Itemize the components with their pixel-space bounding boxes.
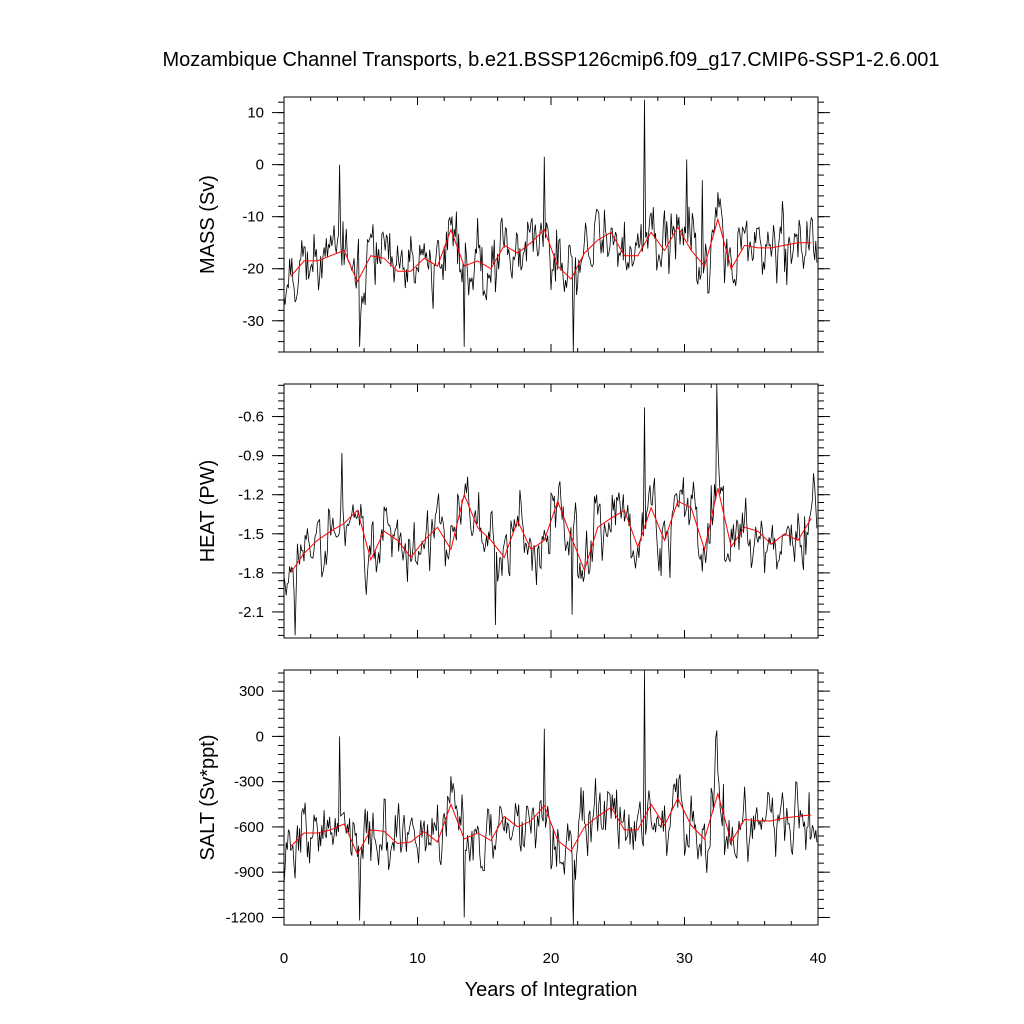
x-tick-label: 0 (280, 950, 288, 967)
panels: 10 0 -10 -20 -30 MASS (Sv) -0.6 -0.9 -1.2 -1.5 -1.… (197, 96, 830, 967)
y-axis-label: MASS (Sv) (197, 175, 219, 274)
y-tick-label: -1.2 (238, 487, 264, 504)
y-tick-label: -20 (242, 261, 264, 278)
series-monthly-line (284, 384, 818, 636)
series-annual-line (290, 488, 812, 574)
y-tick-label: 300 (239, 683, 264, 700)
x-tick-label: 10 (409, 950, 426, 967)
x-tick-label: 40 (810, 950, 827, 967)
series-annual-line (290, 217, 812, 283)
y-tick-label: -1.5 (238, 526, 264, 543)
series-monthly-line (284, 670, 818, 925)
y-tick-label: 0 (256, 157, 264, 174)
y-tick-label: -300 (234, 774, 264, 791)
y-tick-label: 10 (247, 105, 264, 122)
y-tick-label: 0 (256, 728, 264, 745)
y-tick-label: -30 (242, 313, 264, 330)
panel-2: -0.6 -0.9 -1.2 -1.5 -1.8 -2.1 HEAT (PW) (197, 383, 830, 639)
y-axis-label: HEAT (PW) (197, 460, 219, 563)
x-tick-label: 20 (543, 950, 560, 967)
chart-title: Mozambique Channel Transports, b.e21.BSS… (162, 49, 939, 71)
x-tick-label: 30 (676, 950, 693, 967)
y-tick-label: -600 (234, 819, 264, 836)
y-tick-label: -0.9 (238, 448, 264, 465)
panel-1: 10 0 -10 -20 -30 MASS (Sv) (197, 96, 830, 353)
y-tick-label: -900 (234, 864, 264, 881)
y-tick-label: -1.8 (238, 565, 264, 582)
panel-3: 300 0 -300 -600 -900 -1200 SALT (Sv*ppt) 0 10 20 3… (197, 669, 830, 967)
y-tick-label: -0.6 (238, 409, 264, 426)
y-tick-label: -1200 (226, 909, 264, 926)
series-monthly-line (284, 99, 818, 352)
y-tick-label: -2.1 (238, 604, 264, 621)
plot-frame (283, 669, 819, 926)
y-tick-label: -10 (242, 209, 264, 226)
series-annual-line (290, 791, 812, 856)
plot-frame (283, 96, 819, 353)
y-axis-label: SALT (Sv*ppt) (197, 735, 219, 861)
x-axis-label: Years of Integration (465, 979, 638, 1001)
